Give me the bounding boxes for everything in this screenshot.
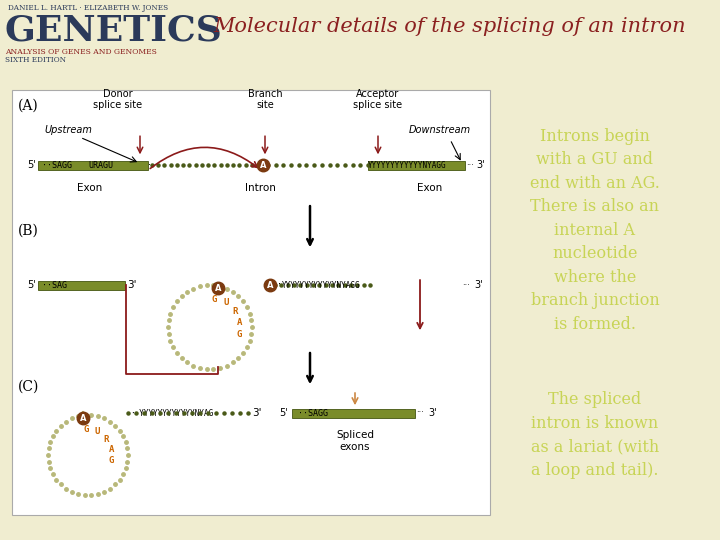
Text: U: U: [94, 427, 99, 436]
Text: ···: ···: [416, 409, 424, 417]
Text: 3': 3': [474, 280, 482, 290]
Text: DANIEL L. HARTL · ELIZABETH W. JONES: DANIEL L. HARTL · ELIZABETH W. JONES: [8, 4, 168, 12]
Text: A: A: [266, 281, 274, 289]
Text: R: R: [233, 307, 238, 315]
Text: G: G: [236, 330, 242, 339]
Text: (B): (B): [18, 223, 39, 237]
FancyBboxPatch shape: [38, 161, 148, 170]
Text: Introns begin
with a GU and
end with an AG.
There is also an
internal A
nucleoti: Introns begin with a GU and end with an …: [530, 127, 660, 333]
Text: (C): (C): [18, 380, 40, 394]
Text: G: G: [212, 295, 217, 304]
Text: A: A: [260, 161, 266, 170]
Text: Acceptor
splice site: Acceptor splice site: [354, 89, 402, 110]
Text: Exon: Exon: [418, 183, 443, 193]
Text: 3': 3': [476, 160, 485, 170]
Text: Intron: Intron: [245, 183, 276, 193]
Text: Donor
splice site: Donor splice site: [94, 89, 143, 110]
Text: A: A: [215, 284, 221, 293]
Text: G: G: [84, 424, 89, 434]
Text: SIXTH EDITION: SIXTH EDITION: [5, 56, 66, 64]
Text: U: U: [223, 299, 229, 307]
Text: ··: ··: [272, 281, 282, 289]
Text: Branch
site: Branch site: [248, 89, 282, 110]
Text: ··SAG: ··SAG: [42, 281, 67, 289]
Text: YYYYYYYYYYYYNYAGG: YYYYYYYYYYYYNYAGG: [368, 161, 446, 170]
Text: Upstream: Upstream: [44, 125, 92, 135]
Text: A: A: [237, 318, 242, 327]
FancyBboxPatch shape: [292, 409, 415, 417]
Text: ··SAGG: ··SAGG: [42, 161, 72, 170]
Text: URAGU: URAGU: [88, 161, 113, 170]
Text: (A): (A): [18, 98, 39, 112]
Text: Downstream: Downstream: [409, 125, 471, 135]
Text: Molecular details of the splicing of an intron: Molecular details of the splicing of an …: [214, 17, 686, 36]
Text: A: A: [109, 445, 114, 454]
Text: Exon: Exon: [77, 183, 103, 193]
FancyBboxPatch shape: [12, 90, 490, 515]
Text: Spliced
exons: Spliced exons: [336, 430, 374, 451]
Text: ···: ···: [466, 161, 474, 170]
Text: GENETICS: GENETICS: [5, 13, 222, 47]
Text: The spliced
intron is known
as a lariat (with
a loop and tail).: The spliced intron is known as a lariat …: [531, 392, 659, 479]
Text: R: R: [104, 435, 109, 443]
Text: 3': 3': [428, 408, 436, 418]
Text: ··YYYYYYYYYYYYNYAG: ··YYYYYYYYYYYYNYAG: [130, 409, 213, 417]
FancyBboxPatch shape: [368, 161, 465, 170]
Text: A: A: [80, 414, 86, 423]
Text: ···: ···: [462, 281, 470, 289]
Text: G: G: [109, 456, 114, 465]
Text: ··SAGG: ··SAGG: [298, 409, 328, 417]
FancyBboxPatch shape: [38, 281, 125, 289]
Text: 3': 3': [127, 280, 137, 290]
Text: ·: ·: [148, 160, 151, 170]
Text: 5': 5': [279, 408, 288, 418]
Text: 5': 5': [27, 280, 36, 290]
Text: YYYYYYYYYYYYNYAGG: YYYYYYYYYYYYNYAGG: [282, 281, 361, 289]
Text: 3': 3': [252, 408, 261, 418]
Text: ANALYSIS OF GENES AND GENOMES: ANALYSIS OF GENES AND GENOMES: [5, 48, 157, 56]
Text: 5': 5': [27, 160, 36, 170]
